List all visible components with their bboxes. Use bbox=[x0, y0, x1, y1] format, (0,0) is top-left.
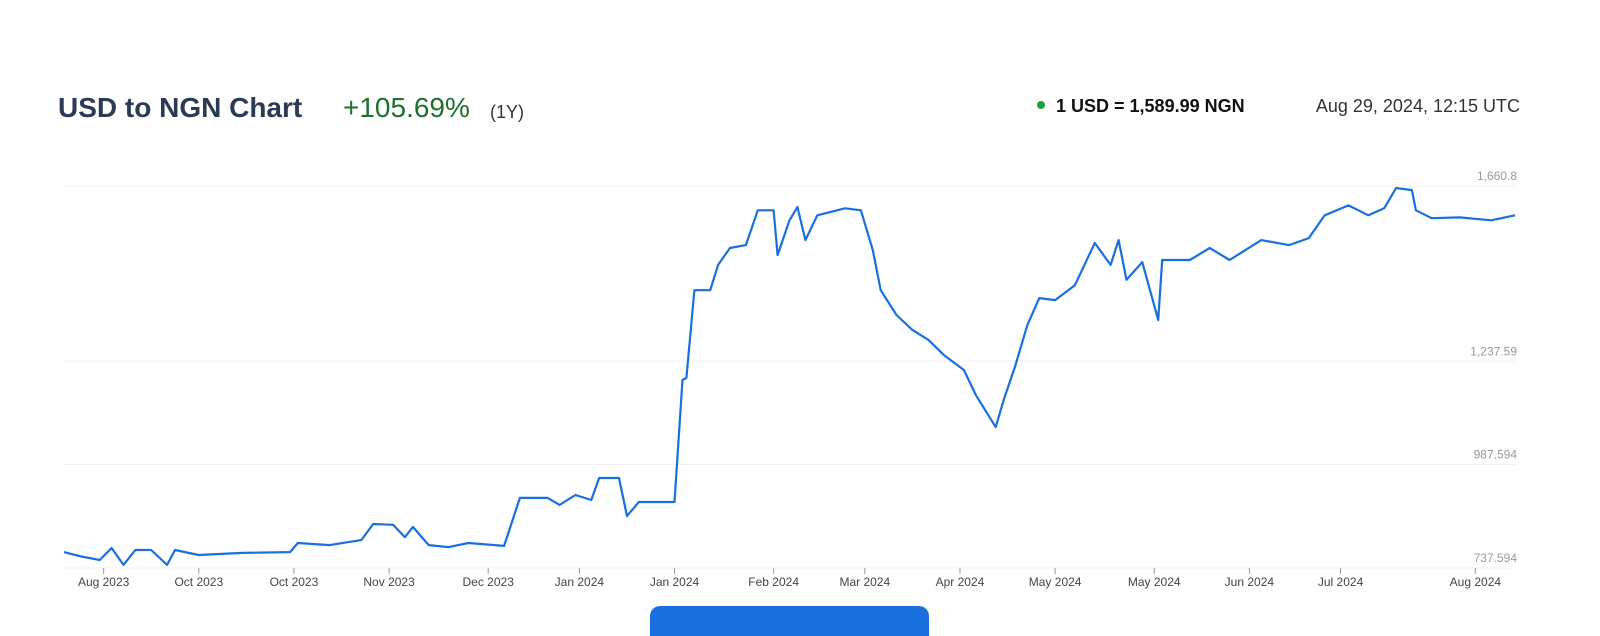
x-tick-label: Jan 2024 bbox=[555, 575, 605, 589]
x-tick-label: Jan 2024 bbox=[650, 575, 700, 589]
x-tick-label: Dec 2023 bbox=[463, 575, 515, 589]
chart-title: USD to NGN Chart bbox=[58, 92, 303, 123]
x-tick-label: Aug 2023 bbox=[78, 575, 130, 589]
x-tick-label: Feb 2024 bbox=[748, 575, 799, 589]
line bbox=[63, 186, 1516, 566]
y-tick-label: 987.594 bbox=[1474, 448, 1518, 462]
button[interactable] bbox=[650, 606, 929, 636]
x-tick-label: Jul 2024 bbox=[1318, 575, 1364, 589]
live-dot bbox=[1037, 101, 1045, 109]
y-tick-label: 1,660.8 bbox=[1477, 169, 1517, 183]
y-tick-label: 1,237.59 bbox=[1470, 344, 1517, 358]
x-tick-label: May 2024 bbox=[1029, 575, 1082, 589]
x-tick-label: Jun 2024 bbox=[1225, 575, 1275, 589]
x-tick-label: May 2024 bbox=[1128, 575, 1181, 589]
x-tick-label: Oct 2023 bbox=[174, 575, 223, 589]
timestamp: Aug 29, 2024, 12:15 UTC bbox=[1315, 96, 1520, 116]
x-tick-label: Mar 2024 bbox=[839, 575, 890, 589]
x-tick-label: Apr 2024 bbox=[936, 575, 985, 589]
change: +105.69% bbox=[343, 92, 470, 123]
y-tick-label: 737.594 bbox=[1474, 551, 1518, 565]
period: (1Y) bbox=[490, 102, 525, 122]
x-tick-label: Aug 2024 bbox=[1450, 575, 1502, 589]
rate: 1 USD = 1,589.99 NGN bbox=[1056, 96, 1245, 116]
x-tick-label: Nov 2023 bbox=[363, 575, 415, 589]
x-tick-label: Oct 2023 bbox=[270, 575, 319, 589]
